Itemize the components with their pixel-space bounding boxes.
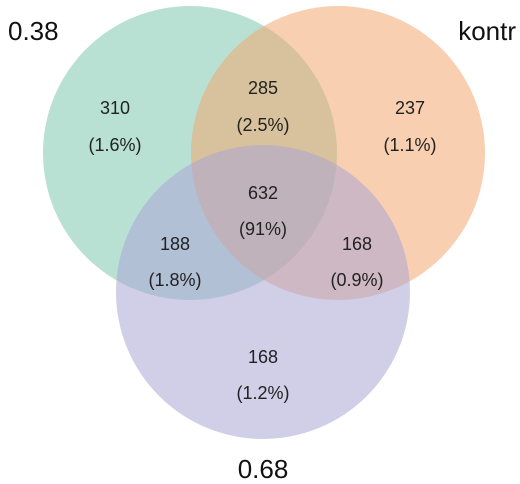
region-a-only-pct: (1.6%) bbox=[88, 135, 141, 155]
region-b-only-pct: (1.1%) bbox=[383, 135, 436, 155]
region-abc-count: 632 bbox=[248, 183, 278, 203]
set-label-kontr: kontr bbox=[458, 16, 516, 46]
region-bc-count: 168 bbox=[342, 234, 372, 254]
set-circle-0-68 bbox=[116, 145, 410, 439]
region-a-only-count: 310 bbox=[100, 98, 130, 118]
region-b-only-count: 237 bbox=[395, 98, 425, 118]
region-bc-pct: (0.9%) bbox=[330, 270, 383, 290]
region-ab-count: 285 bbox=[248, 78, 278, 98]
region-ac-pct: (1.8%) bbox=[148, 270, 201, 290]
set-label-0-38: 0.38 bbox=[8, 16, 59, 46]
set-label-0-68: 0.68 bbox=[238, 454, 289, 484]
region-c-only-count: 168 bbox=[248, 347, 278, 367]
region-ab-pct: (2.5%) bbox=[236, 115, 289, 135]
region-ac-count: 188 bbox=[160, 234, 190, 254]
region-c-only-pct: (1.2%) bbox=[236, 383, 289, 403]
region-abc-pct: (91%) bbox=[239, 219, 287, 239]
